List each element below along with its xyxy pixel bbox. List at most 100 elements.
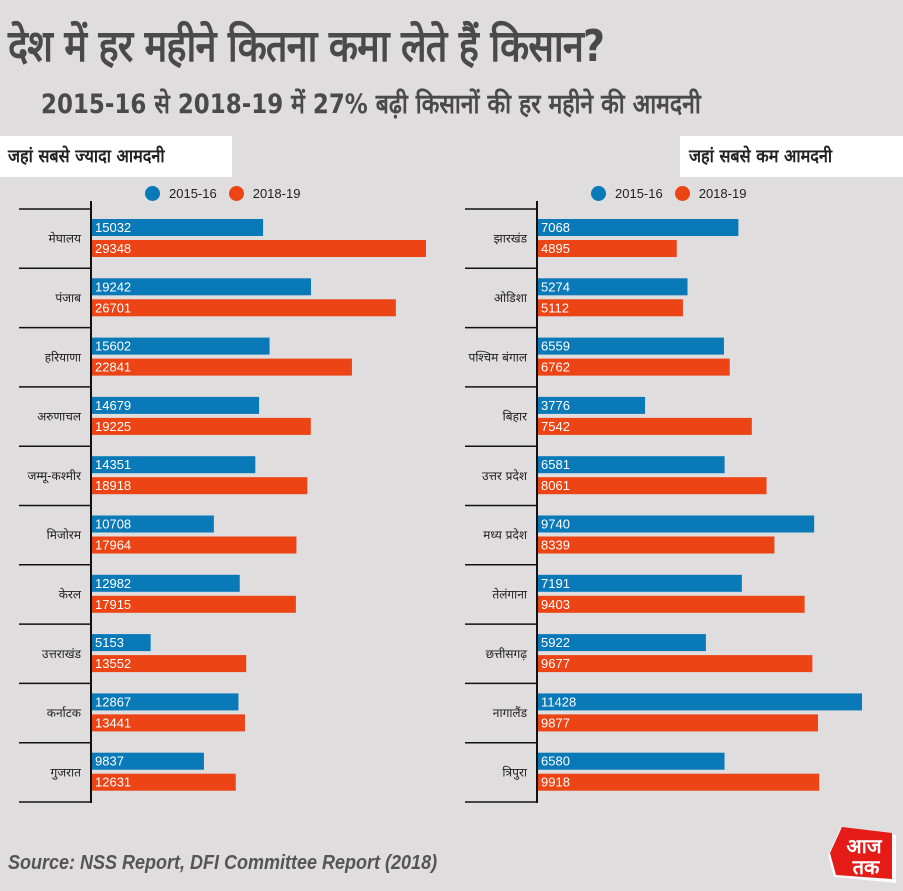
data-label: 9677 (541, 656, 570, 671)
data-label: 3776 (541, 398, 570, 413)
data-label: 18918 (95, 478, 131, 493)
data-label: 12631 (95, 775, 131, 790)
category-label: मेघालय (49, 232, 83, 246)
data-label: 11428 (541, 694, 576, 709)
bar-2015-16 (538, 219, 739, 236)
bar-2018-19 (92, 773, 236, 791)
bar-2015-16 (538, 515, 815, 533)
data-label: 8339 (541, 538, 570, 553)
bar-2018-19 (538, 358, 730, 376)
data-label: 17964 (95, 538, 131, 553)
data-label: 6580 (541, 754, 570, 769)
bar-2015-16 (92, 219, 264, 236)
logo-line2: तक (852, 855, 881, 879)
right-panel-title-text: जहां सबसे कम आमदनी (689, 146, 833, 167)
left-panel-title: जहां सबसे ज्यादा आमदनी (0, 136, 232, 177)
bar-2015-16 (538, 752, 725, 770)
category-label: हरियाणा (45, 350, 82, 364)
data-label: 29348 (95, 241, 131, 256)
data-label: 9918 (541, 775, 570, 790)
category-label: उत्तराखंड (42, 647, 82, 661)
data-label: 13552 (95, 656, 131, 671)
bar-2018-19 (92, 595, 296, 613)
bar-2018-19 (538, 417, 752, 435)
left-panel-title-text: जहां सबसे ज्यादा आमदनी (8, 146, 165, 167)
bar-2015-16 (92, 396, 260, 414)
bar-2018-19 (92, 417, 311, 435)
category-label: पंजाब (55, 291, 82, 305)
legend-label-2015-16: 2015-16 (615, 186, 663, 201)
bar-2015-16 (538, 396, 646, 414)
bar-2015-16 (538, 278, 688, 296)
bar-2018-19 (538, 655, 813, 673)
bar-2018-19 (92, 240, 426, 257)
source-note: Source: NSS Report, DFI Committee Report… (8, 852, 438, 874)
bar-2018-19 (92, 358, 352, 376)
category-label: ओडिशा (494, 291, 528, 305)
data-label: 14351 (95, 457, 131, 472)
bar-2018-19 (92, 477, 308, 495)
category-label: पश्चिम बंगाल (469, 350, 528, 364)
data-label: 9740 (541, 517, 570, 532)
data-label: 9877 (541, 715, 570, 730)
data-label: 5153 (95, 635, 124, 650)
data-label: 15602 (95, 339, 131, 354)
data-label: 15032 (95, 220, 131, 235)
bar-2018-19 (538, 240, 677, 257)
aaj-tak-logo-icon: आज तक (828, 827, 896, 883)
legend-label-2015-16: 2015-16 (169, 186, 217, 201)
category-label: बिहार (503, 410, 528, 424)
legend-dot-2018-19 (674, 186, 690, 201)
category-label: छत्तीसगढ़ (486, 647, 528, 661)
logo-line1: आज (846, 834, 882, 858)
right-panel-title: जहां सबसे कम आमदनी (680, 136, 903, 177)
bar-2018-19 (538, 299, 683, 317)
data-label: 5274 (541, 279, 570, 294)
data-label: 4895 (541, 241, 570, 256)
bar-2015-16 (92, 456, 256, 474)
category-label: केरल (59, 587, 82, 601)
category-label: मध्य प्रदेश (483, 528, 528, 542)
page-title: देश में हर महीने कितना कमा लेते हैं किसा… (8, 21, 605, 72)
bar-2015-16 (92, 752, 204, 770)
bar-2015-16 (92, 574, 240, 592)
legend-dot-2015-16 (591, 186, 606, 201)
data-label: 19242 (95, 279, 131, 294)
category-label: गुजरात (50, 765, 82, 780)
data-label: 12982 (95, 576, 131, 591)
bar-2015-16 (538, 693, 862, 711)
bar-2018-19 (538, 595, 805, 613)
bar-2015-16 (538, 574, 742, 592)
bar-2015-16 (92, 337, 270, 355)
category-label: तेलंगाना (492, 587, 528, 601)
bar-2018-19 (538, 714, 819, 732)
right-legend: 2015-16 2018-19 (591, 186, 758, 201)
left-legend: 2015-16 2018-19 (145, 186, 312, 201)
category-label: उत्तर प्रदेश (482, 469, 528, 483)
data-label: 22841 (95, 360, 131, 375)
data-label: 5112 (541, 300, 569, 315)
bar-2018-19 (92, 536, 297, 554)
data-label: 17915 (95, 597, 131, 612)
legend-label-2018-19: 2018-19 (252, 186, 301, 201)
data-label: 19225 (95, 419, 131, 434)
legend-label-2018-19: 2018-19 (698, 186, 747, 201)
data-label: 12867 (95, 694, 131, 709)
bar-2018-19 (538, 477, 767, 495)
bar-2015-16 (92, 693, 239, 711)
bar-2015-16 (92, 515, 214, 533)
aaj-tak-logo: आज तक (826, 825, 898, 885)
data-label: 8061 (541, 478, 570, 493)
data-label: 9837 (95, 754, 124, 769)
bar-2018-19 (538, 536, 775, 554)
category-label: नागालैंड (493, 706, 528, 720)
legend-dot-2018-19 (228, 186, 244, 201)
bar-2018-19 (92, 655, 247, 673)
data-label: 14679 (95, 398, 131, 413)
category-label: अरुणाचल (37, 410, 82, 424)
bar-2015-16 (538, 337, 724, 355)
data-label: 13441 (95, 715, 131, 730)
bar-2018-19 (92, 299, 396, 317)
bar-2015-16 (538, 456, 725, 474)
